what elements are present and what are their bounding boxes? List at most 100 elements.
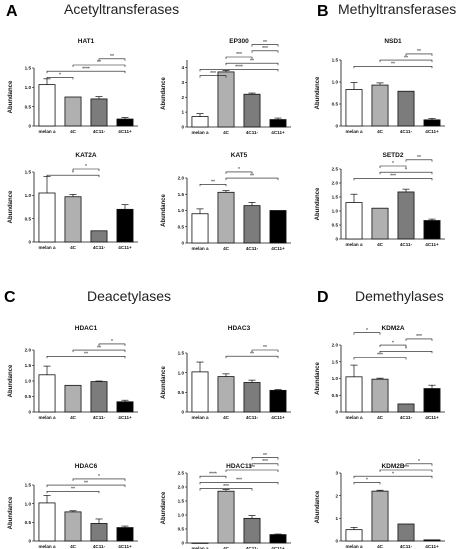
y-tick-label: 1.0: [25, 379, 32, 384]
y-tick-label: 0: [335, 539, 338, 544]
x-tick-label: 4C: [223, 246, 230, 251]
x-tick-label: 4C11+: [118, 245, 132, 250]
x-tick-label: 4C: [377, 415, 384, 420]
x-tick-label: 4C: [70, 415, 77, 420]
y-axis-label: Abundance: [8, 80, 14, 113]
y-tick-label: 1: [335, 516, 338, 521]
significance-label: *: [392, 471, 394, 477]
chart-hdac1: HDAC1 Abundance 0 0.5 1.0 1.5 2.0 melan a 4C 4C11…: [8, 325, 138, 420]
bar: [397, 403, 415, 413]
x-tick-label: melan a: [191, 546, 209, 549]
chart-title: HDAC3: [228, 325, 251, 332]
significance-bracket: [46, 77, 74, 80]
y-tick-label: 1.5: [25, 363, 32, 368]
significance-bracket: [72, 478, 126, 481]
y-tick-label: 0: [335, 410, 338, 415]
y-tick-label: 0.5: [25, 104, 32, 109]
significance-bracket: [353, 66, 433, 69]
y-tick-label: 0: [335, 237, 338, 242]
chart-hat1: HAT1 Abundance 0 0.5 1.0 1.5 melan a 4C 4C11- 4C1…: [8, 38, 138, 134]
bar: [423, 388, 441, 413]
significance-bracket: [251, 463, 279, 466]
chart-title: HDAC6: [75, 463, 98, 470]
y-axis-label: Abundance: [161, 366, 167, 399]
y-tick-label: 0: [28, 410, 31, 415]
chart-title: KDM2A: [381, 325, 404, 332]
y-tick-label: 1.5: [25, 66, 32, 71]
bar: [345, 202, 363, 240]
significance-bracket: [353, 357, 407, 360]
chart-hdac11: HDAC11 Abundance 0 0.5 1.0 1.5 2.0 2.5 melan a 4C…: [161, 453, 291, 549]
y-tick-label: 2.0: [178, 485, 185, 490]
significance-bracket: [199, 69, 279, 72]
significance-label: ****: [235, 65, 243, 71]
x-tick-label: 4C11-: [93, 245, 106, 250]
bar: [116, 401, 134, 413]
x-tick-label: 4C: [377, 544, 384, 549]
x-tick-label: 4C: [223, 415, 230, 420]
bar: [38, 84, 56, 127]
y-tick-label: 2.0: [332, 181, 339, 186]
panel-letter-a: A: [6, 3, 18, 20]
y-tick-label: 1.0: [178, 208, 185, 213]
significance-bracket: [379, 469, 433, 472]
y-tick-label: 0.5: [178, 527, 185, 532]
x-tick-label: 4C11+: [271, 246, 285, 251]
y-tick-label: 1.0: [178, 513, 185, 518]
panel-letter-c: C: [4, 289, 16, 306]
bar: [243, 382, 261, 413]
y-axis-label: Abundance: [8, 496, 14, 529]
significance-label: *: [238, 167, 240, 173]
y-tick-label: 0.5: [178, 390, 185, 395]
bar: [423, 119, 441, 127]
significance-bracket: [46, 70, 126, 74]
x-tick-label: melan a: [191, 415, 209, 420]
significance-bracket: [225, 62, 279, 66]
significance-bracket: [225, 56, 253, 59]
bar: [423, 539, 441, 542]
x-tick-label: 4C: [223, 546, 230, 549]
significance-label: **: [84, 480, 88, 486]
y-axis-label: Abundance: [161, 491, 167, 524]
bar: [345, 529, 363, 542]
bar: [243, 517, 261, 544]
x-tick-label: 4C11-: [246, 415, 259, 420]
significance-bracket: [199, 475, 227, 479]
significance-bracket: [405, 159, 433, 162]
significance-label: *: [392, 340, 394, 346]
x-tick-label: 4C11-: [246, 130, 259, 135]
significance-bracket: [251, 50, 279, 53]
bar: [64, 384, 82, 413]
x-tick-label: 4C11-: [400, 129, 413, 134]
chart-title: HDAC1: [75, 325, 98, 332]
x-tick-label: melan a: [38, 129, 56, 134]
x-tick-label: 4C11+: [425, 544, 439, 549]
significance-bracket: [353, 475, 433, 479]
significance-label: *: [405, 167, 407, 173]
chart-setd2: SETD2 Abundance 0 0.5 1.0 1.5 2.0 2.5 melan a 4C 4…: [315, 152, 445, 247]
significance-label: **: [97, 60, 101, 66]
x-tick-label: melan a: [191, 246, 209, 251]
bar: [243, 93, 261, 128]
significance-label: *: [366, 328, 368, 334]
bar: [116, 208, 134, 243]
significance-bracket: [199, 482, 279, 485]
significance-label: ***: [390, 174, 396, 180]
y-tick-label: 1: [181, 110, 184, 115]
y-axis-label: Abundance: [315, 362, 321, 395]
significance-label: **: [391, 62, 395, 68]
significance-bracket: [353, 178, 433, 181]
x-tick-label: 4C11+: [271, 546, 285, 549]
bar: [191, 213, 209, 244]
significance-bracket: [405, 338, 433, 341]
significance-label: ***: [236, 478, 242, 484]
bar: [217, 376, 235, 413]
significance-label: **: [211, 180, 215, 186]
y-tick-label: 0.5: [332, 223, 339, 228]
significance-bracket: [379, 351, 433, 354]
x-tick-label: 4C11+: [271, 130, 285, 135]
significance-label: ***: [249, 465, 255, 471]
significance-label: **: [263, 345, 267, 351]
significance-label: *: [418, 459, 420, 465]
